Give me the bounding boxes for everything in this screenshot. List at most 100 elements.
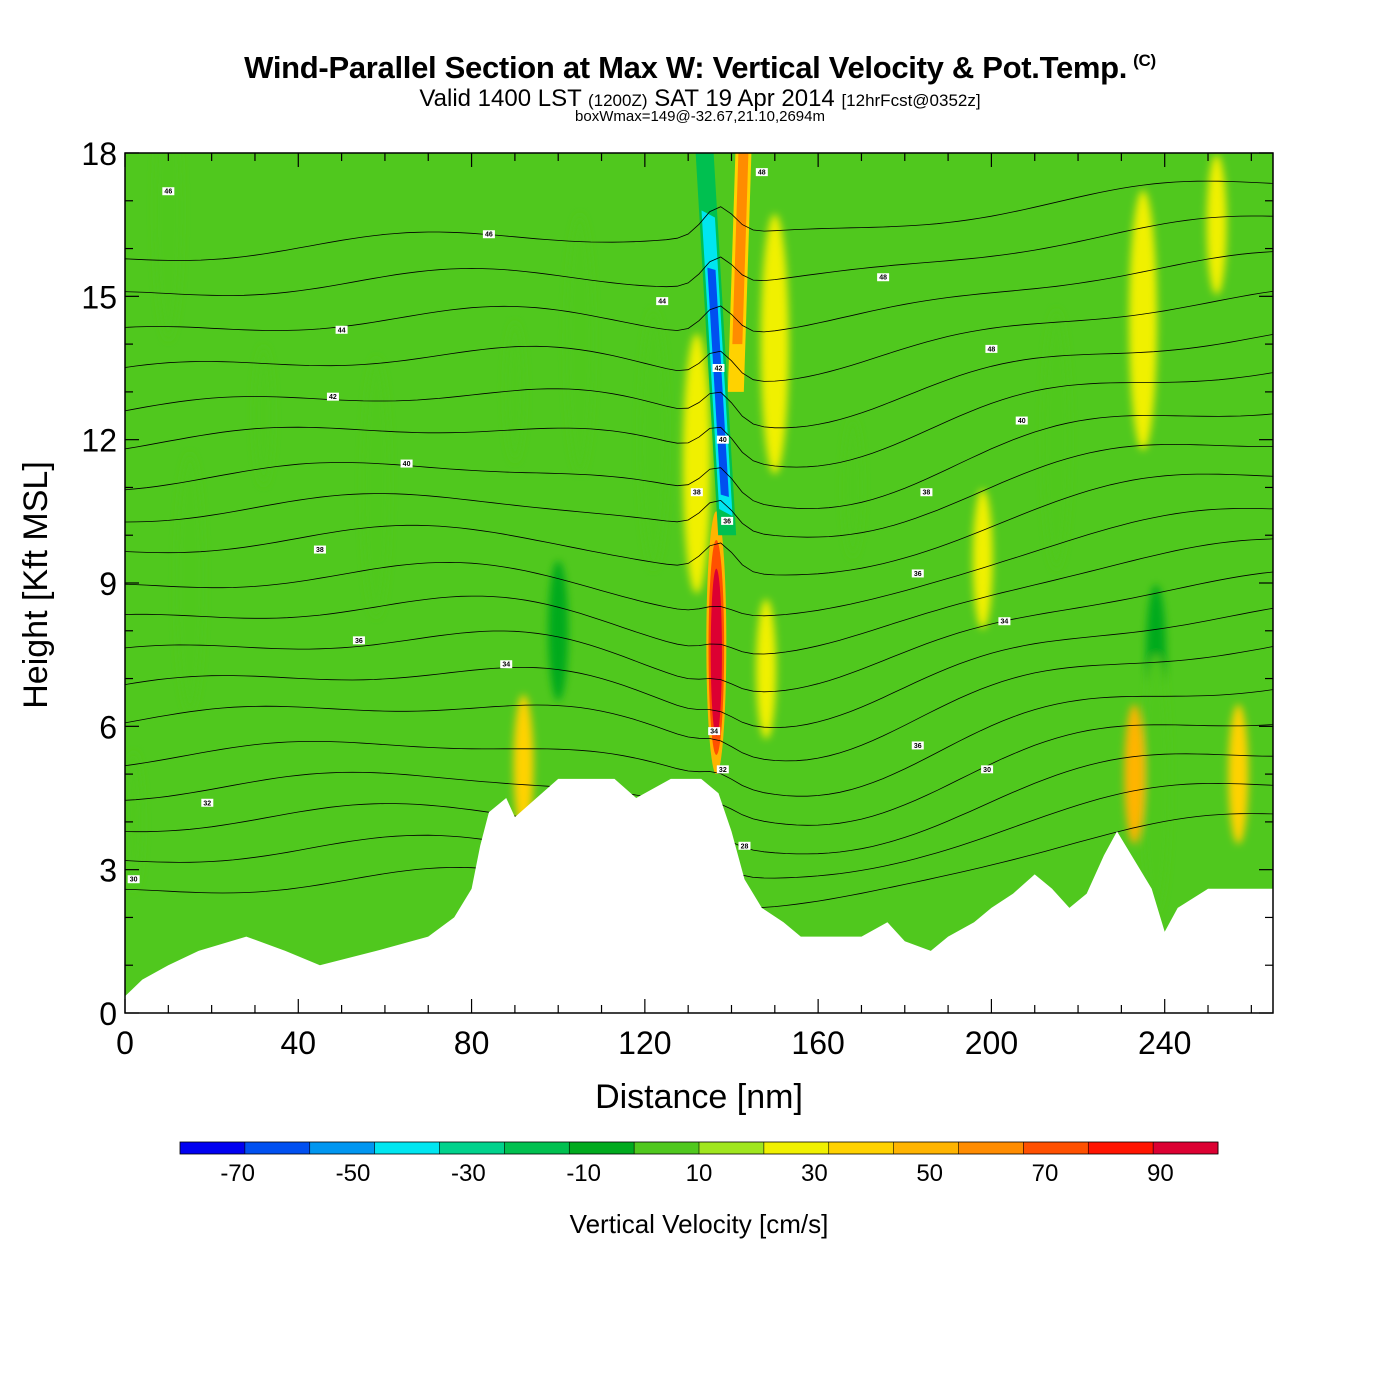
colorbar-tick-label: 30	[801, 1160, 828, 1187]
contour-label-box	[920, 488, 933, 497]
w-feature	[1042, 309, 1071, 570]
contour-label-box	[127, 875, 140, 884]
w-feature	[639, 309, 668, 570]
y-tick-label: 12	[81, 423, 117, 459]
contour-label: 28	[738, 841, 751, 850]
w-feature	[1142, 653, 1171, 914]
contour-labels: 46 46 44 44 42 40 38 36 34 32 30 48 48 48 40 38 36 34 36 30…	[127, 168, 1028, 884]
contour-label-text: 38	[923, 490, 931, 497]
colorbar-swatch	[569, 1142, 635, 1154]
contour-label-text: 38	[316, 547, 324, 554]
upper-updraft-band	[732, 153, 749, 345]
colorbar-tick-label: 90	[1147, 1160, 1174, 1187]
colorbar-swatch	[828, 1142, 895, 1154]
w-feature	[548, 560, 569, 701]
x-axis-label: Distance [nm]	[595, 1078, 803, 1116]
theta-contour	[125, 413, 1273, 510]
contour-label-text: 48	[758, 170, 766, 177]
y-tick-label: 3	[99, 853, 117, 889]
chart-subtitle: Valid 1400 LST (1200Z) SAT 19 Apr 2014 […	[419, 85, 981, 112]
contour-label: 40	[400, 459, 413, 468]
contour-label-box	[755, 168, 768, 177]
contour-label: 38	[313, 545, 326, 554]
colorbar-tick-label: 70	[1032, 1160, 1059, 1187]
w-feature	[842, 417, 863, 558]
theta-contour	[125, 646, 1273, 762]
w-feature	[125, 751, 144, 892]
contour-label-box	[352, 636, 365, 645]
w-feature	[1206, 154, 1227, 295]
colorbar-swatch	[1088, 1142, 1154, 1154]
colorbar-tick-labels: -70 -50 -30 -10 10 30 50 70 90	[220, 1160, 1173, 1187]
colorbar-swatch	[180, 1142, 246, 1154]
terrain-mask	[125, 778, 1273, 1013]
colorbar-tick-label: -30	[451, 1160, 486, 1187]
w-feature	[154, 153, 183, 341]
axis-ticks	[124, 152, 1273, 1014]
contour-label-box	[877, 273, 890, 282]
colorbar-swatch	[504, 1142, 570, 1154]
contour-label-text: 30	[130, 877, 138, 884]
colorbar-swatch	[699, 1142, 765, 1154]
theta-contour	[125, 251, 1273, 333]
w-feature	[682, 333, 711, 594]
contour-label-text: 36	[914, 743, 922, 750]
contour-label-text: 36	[914, 571, 922, 578]
contour-label-text: 34	[710, 729, 718, 736]
contour-label-text: 36	[723, 518, 731, 525]
contour-label: 48	[985, 344, 998, 353]
contour-label-text: 32	[719, 767, 727, 774]
contour-label: 46	[162, 187, 175, 196]
theta-contour	[125, 180, 1273, 261]
contour-label-text: 38	[693, 490, 701, 497]
colorbar-tick-label: -50	[336, 1160, 371, 1187]
theta-contour	[125, 538, 1273, 655]
colorbar-tick-label: -70	[220, 1160, 255, 1187]
contour-label: 36	[911, 741, 924, 750]
w-feature	[362, 357, 391, 618]
title-copyright: (C)	[1133, 51, 1156, 70]
contour-label-box	[500, 660, 513, 669]
contour-label: 32	[716, 765, 729, 774]
colorbar-swatch	[893, 1142, 959, 1154]
y-tick-labels: 0 3 6 9 12 15 18	[81, 136, 117, 1032]
colorbar-swatch	[958, 1142, 1024, 1154]
x-tick-label: 0	[116, 1025, 134, 1061]
y-axis-label: Height [Kft MSL]	[17, 461, 55, 709]
contour-label-box	[981, 765, 994, 774]
contour-label-box	[721, 516, 734, 525]
theta-contour	[125, 689, 1273, 797]
theta-contour	[125, 607, 1273, 729]
contour-label-text: 40	[719, 437, 727, 444]
w-feature	[253, 345, 274, 486]
contour-label: 48	[755, 168, 768, 177]
x-tick-label: 240	[1138, 1025, 1191, 1061]
contour-label-box	[482, 230, 495, 239]
contour-label-box	[712, 364, 725, 372]
y-tick-label: 6	[99, 709, 117, 745]
contour-label-box	[985, 344, 998, 353]
theta-contour	[125, 215, 1273, 296]
x-tick-label: 80	[454, 1025, 490, 1061]
contour-label-box	[326, 392, 339, 401]
chart-info-line: boxWmax=149@-32.67,21.10,2694m	[575, 108, 825, 125]
contour-label: 34	[708, 727, 721, 736]
contour-label: 34	[998, 617, 1011, 626]
contour-label-text: 32	[203, 800, 211, 807]
contour-label: 34	[500, 660, 513, 669]
contour-label: 36	[911, 569, 924, 578]
w-feature	[972, 489, 993, 630]
contour-label: 48	[877, 273, 890, 282]
contour-label-box	[162, 187, 175, 196]
contour-label: 40	[716, 435, 729, 444]
contour-label-text: 48	[879, 275, 887, 282]
plot-area: 46 46 44 44 42 40 38 36 34 32 30 48 48 48 40 38 36 34 36 30…	[125, 153, 1273, 1013]
contour-label-text: 42	[329, 394, 337, 401]
contour-label-box	[400, 459, 413, 468]
w-feature	[756, 599, 777, 739]
contour-label-text: 46	[164, 189, 172, 196]
contour-label-box	[201, 798, 214, 807]
colorbar-swatch	[1023, 1142, 1089, 1154]
contour-label-box	[656, 297, 669, 306]
